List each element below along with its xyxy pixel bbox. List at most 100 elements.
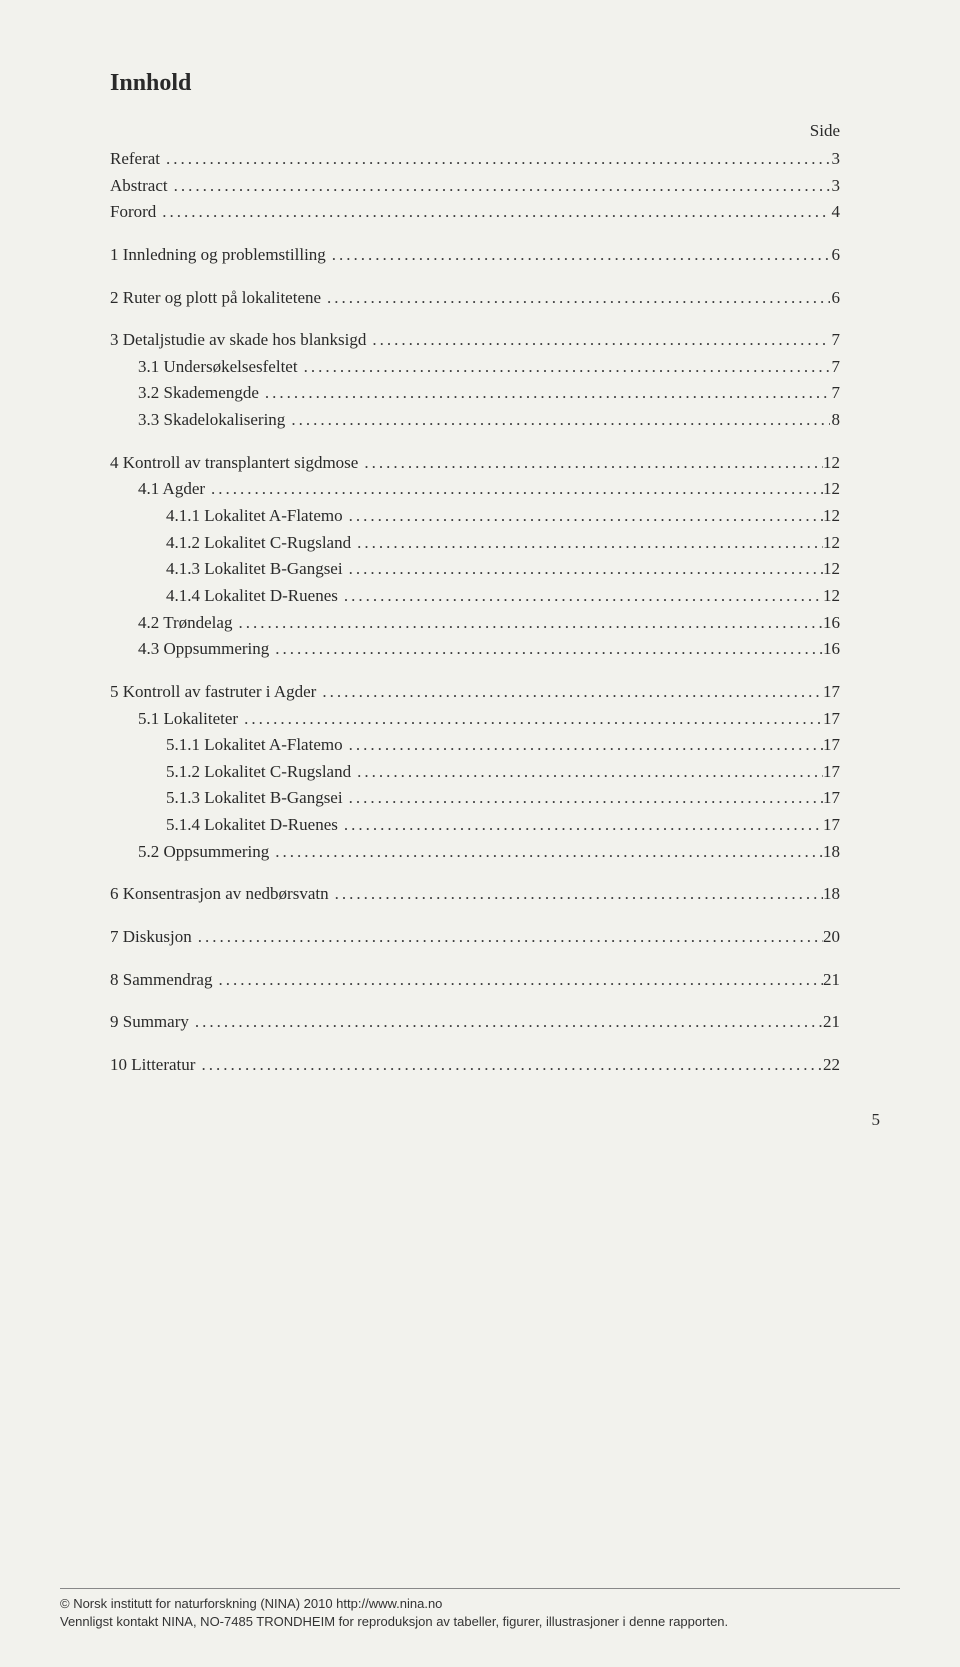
toc-entry-page: 18 [823,882,860,907]
toc-entry-dots [212,968,823,993]
toc-entry: 7 Diskusjon 20 [110,925,860,950]
toc-entry-label: 4 Kontroll av transplantert sigdmose [110,451,358,476]
toc-entry: 5.1.4 Lokalitet D-Ruenes 17 [110,813,860,838]
toc-entry-dots [160,147,830,172]
toc-entry-label: 1 Innledning og problemstilling [110,243,326,268]
toc-entry: 5 Kontroll av fastruter i Agder 17 [110,680,860,705]
toc-entry-page: 8 [830,408,860,433]
footer: © Norsk institutt for naturforskning (NI… [60,1588,900,1631]
toc-entry-label: 4.1.1 Lokalitet A-Flatemo [110,504,343,529]
toc-entry-label: 5.1 Lokaliteter [110,707,238,732]
toc-entry-dots [329,882,823,907]
toc-entry-page: 17 [823,760,860,785]
toc-entry-dots [358,451,823,476]
toc-entry: 5.2 Oppsummering18 [110,840,860,865]
toc-entry-dots [343,733,823,758]
toc-entry: 4.1.1 Lokalitet A-Flatemo 12 [110,504,860,529]
toc-entry-page: 7 [830,381,860,406]
toc-entry-dots [269,637,823,662]
page-number: 5 [872,1110,881,1130]
toc-entry: 10 Litteratur 22 [110,1053,860,1078]
toc-entry-label: 3.2 Skademengde [110,381,259,406]
toc-entry: Abstract3 [110,174,860,199]
toc-entry-dots [298,355,830,380]
toc-entry-page: 7 [830,328,860,353]
toc-entry-label: 3.3 Skadelokalisering [110,408,285,433]
toc-entry-page: 21 [823,968,860,993]
toc-entry-dots [343,786,823,811]
toc-entry-label: 5.1.4 Lokalitet D-Ruenes [110,813,338,838]
side-header: Side [110,121,860,141]
toc-entry-page: 16 [823,637,860,662]
toc-entry-page: 21 [823,1010,860,1035]
toc-entry-dots [259,381,830,406]
toc-entry: 4.1.2 Lokalitet C-Rugsland12 [110,531,860,556]
toc-entry: 5.1.3 Lokalitet B-Gangsei17 [110,786,860,811]
toc-entry-dots [343,504,823,529]
toc-entry-dots [326,243,830,268]
toc-title: Innhold [110,70,860,97]
toc-entry-dots [195,1053,823,1078]
toc-entry: 4 Kontroll av transplantert sigdmose 12 [110,451,860,476]
toc-entry-dots [321,286,830,311]
toc-entry-page: 17 [823,733,860,758]
toc-entry: 4.1 Agder12 [110,477,860,502]
toc-entry-label: Forord [110,200,156,225]
toc-entry-page: 12 [823,451,860,476]
toc-entry-page: 17 [823,813,860,838]
toc-entry-label: 4.1.3 Lokalitet B-Gangsei [110,557,343,582]
toc-entry-label: 4.1.4 Lokalitet D-Ruenes [110,584,338,609]
toc-entry-label: 4.3 Oppsummering [110,637,269,662]
toc-entry: 9 Summary 21 [110,1010,860,1035]
toc-entry: 3 Detaljstudie av skade hos blanksigd7 [110,328,860,353]
toc-entry-page: 7 [830,355,860,380]
toc-entry: 3.2 Skademengde 7 [110,381,860,406]
toc-entry-page: 4 [830,200,860,225]
toc-entry-dots [351,760,823,785]
toc-entry-dots [366,328,830,353]
toc-entry-page: 22 [823,1053,860,1078]
toc-entry-dots [156,200,830,225]
toc-entry-label: 2 Ruter og plott på lokalitetene [110,286,321,311]
toc-entry: 4.2 Trøndelag16 [110,611,860,636]
toc-entry-dots [205,477,823,502]
toc-entry-label: 10 Litteratur [110,1053,195,1078]
toc-entry-dots [192,925,823,950]
toc-entry: 6 Konsentrasjon av nedbørsvatn18 [110,882,860,907]
toc-entry-page: 20 [823,925,860,950]
toc-entry: 5.1.1 Lokalitet A-Flatemo 17 [110,733,860,758]
footer-copyright: © Norsk institutt for naturforskning (NI… [60,1595,900,1613]
toc-entry-page: 6 [830,243,860,268]
toc-entry-label: 8 Sammendrag [110,968,212,993]
toc-entry-label: 5.2 Oppsummering [110,840,269,865]
toc-entry: Referat 3 [110,147,860,172]
toc-entry: 2 Ruter og plott på lokalitetene6 [110,286,860,311]
page-content: Innhold Side Referat 3Abstract3Forord 4 1 I… [0,0,960,1078]
toc-entry-page: 16 [823,611,860,636]
toc-entry-page: 3 [830,147,860,172]
toc-entry: 4.3 Oppsummering 16 [110,637,860,662]
toc-entry-label: 5.1.3 Lokalitet B-Gangsei [110,786,343,811]
toc-entry-label: 5.1.1 Lokalitet A-Flatemo [110,733,343,758]
toc-entry: 3.3 Skadelokalisering 8 [110,408,860,433]
toc-entry-page: 12 [823,504,860,529]
toc-entry-page: 17 [823,680,860,705]
toc-entry-dots [338,813,823,838]
toc-entry-label: 7 Diskusjon [110,925,192,950]
toc-entry-label: 5.1.2 Lokalitet C-Rugsland [110,760,351,785]
toc-entry-dots [285,408,830,433]
toc-entry-label: Referat [110,147,160,172]
toc-entry: 1 Innledning og problemstilling 6 [110,243,860,268]
toc-entry-dots [351,531,823,556]
toc-entry-dots [338,584,823,609]
footer-contact: Vennligst kontakt NINA, NO-7485 TRONDHEI… [60,1613,900,1631]
toc-entry-page: 12 [823,584,860,609]
toc-entry-label: 4.1 Agder [110,477,205,502]
toc-entry: 4.1.3 Lokalitet B-Gangsei12 [110,557,860,582]
toc-entry: 3.1 Undersøkelsesfeltet7 [110,355,860,380]
toc-entry-label: 5 Kontroll av fastruter i Agder [110,680,316,705]
toc-entry-label: 4.1.2 Lokalitet C-Rugsland [110,531,351,556]
toc-entry: 5.1.2 Lokalitet C-Rugsland 17 [110,760,860,785]
toc-entry-dots [238,707,823,732]
toc-entry-label: 9 Summary [110,1010,189,1035]
